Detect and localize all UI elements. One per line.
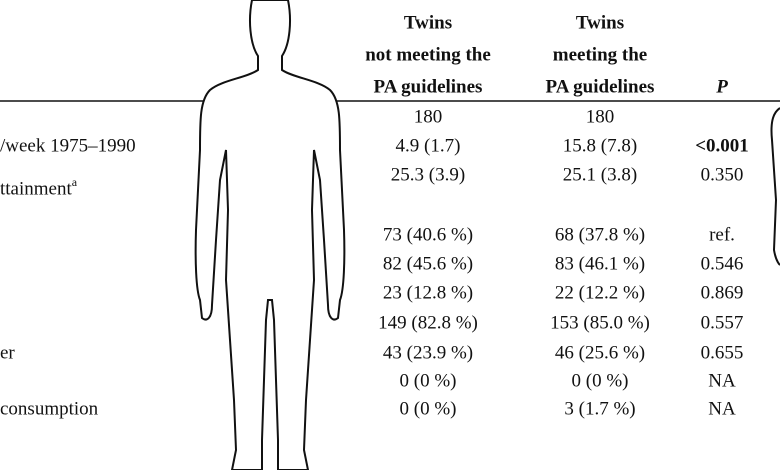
table-cell: 4.9 (1.7): [396, 135, 461, 156]
column-header: P: [715, 76, 728, 97]
table-cell: 23 (12.8 %): [383, 282, 473, 303]
table-cell: NA: [708, 370, 736, 391]
column-header: PA guidelines: [374, 76, 483, 97]
table-cell: 180: [586, 106, 615, 127]
column-header: meeting the: [553, 44, 647, 65]
table-cell: 25.3 (3.9): [391, 164, 465, 185]
column-header: Twins: [404, 12, 452, 33]
row-label: consumption: [0, 398, 99, 419]
table-cell: 0 (0 %): [400, 398, 457, 419]
footnote-marker: a: [72, 175, 78, 189]
table-cell: 22 (12.2 %): [555, 282, 645, 303]
row-label: er: [0, 342, 15, 363]
human-silhouette: [194, 0, 346, 470]
column-header: PA guidelines: [546, 76, 655, 97]
table-cell: 153 (85.0 %): [550, 312, 650, 333]
table-cell: 25.1 (3.8): [563, 164, 637, 185]
table-cell: NA: [708, 398, 736, 419]
table-cell: 46 (25.6 %): [555, 342, 645, 363]
table-cell: 149 (82.8 %): [378, 312, 478, 333]
column-header: not meeting the: [365, 44, 491, 65]
table-cell: 0 (0 %): [572, 370, 629, 391]
table-cell: 0.869: [701, 282, 744, 303]
human-silhouette-edge: [770, 107, 780, 266]
column-header: Twins: [576, 12, 624, 33]
table-cell: 0.546: [701, 253, 744, 274]
table-cell: 0.655: [701, 342, 744, 363]
table-cell: 82 (45.6 %): [383, 253, 473, 274]
table-cell: 73 (40.6 %): [383, 224, 473, 245]
table-cell: 43 (23.9 %): [383, 342, 473, 363]
table-cell: 0.350: [701, 164, 744, 185]
table-cell: <0.001: [695, 135, 749, 156]
table-cell: 0 (0 %): [400, 370, 457, 391]
table-cell: 3 (1.7 %): [564, 398, 635, 419]
table-cell: 180: [414, 106, 443, 127]
row-label: ttainmenta: [0, 175, 78, 200]
row-label: /week 1975–1990: [0, 135, 136, 156]
table-cell: 0.557: [701, 312, 744, 333]
table-cell: 68 (37.8 %): [555, 224, 645, 245]
table-cell: 83 (46.1 %): [555, 253, 645, 274]
table-cell: 15.8 (7.8): [563, 135, 637, 156]
table-cell: ref.: [709, 224, 735, 245]
